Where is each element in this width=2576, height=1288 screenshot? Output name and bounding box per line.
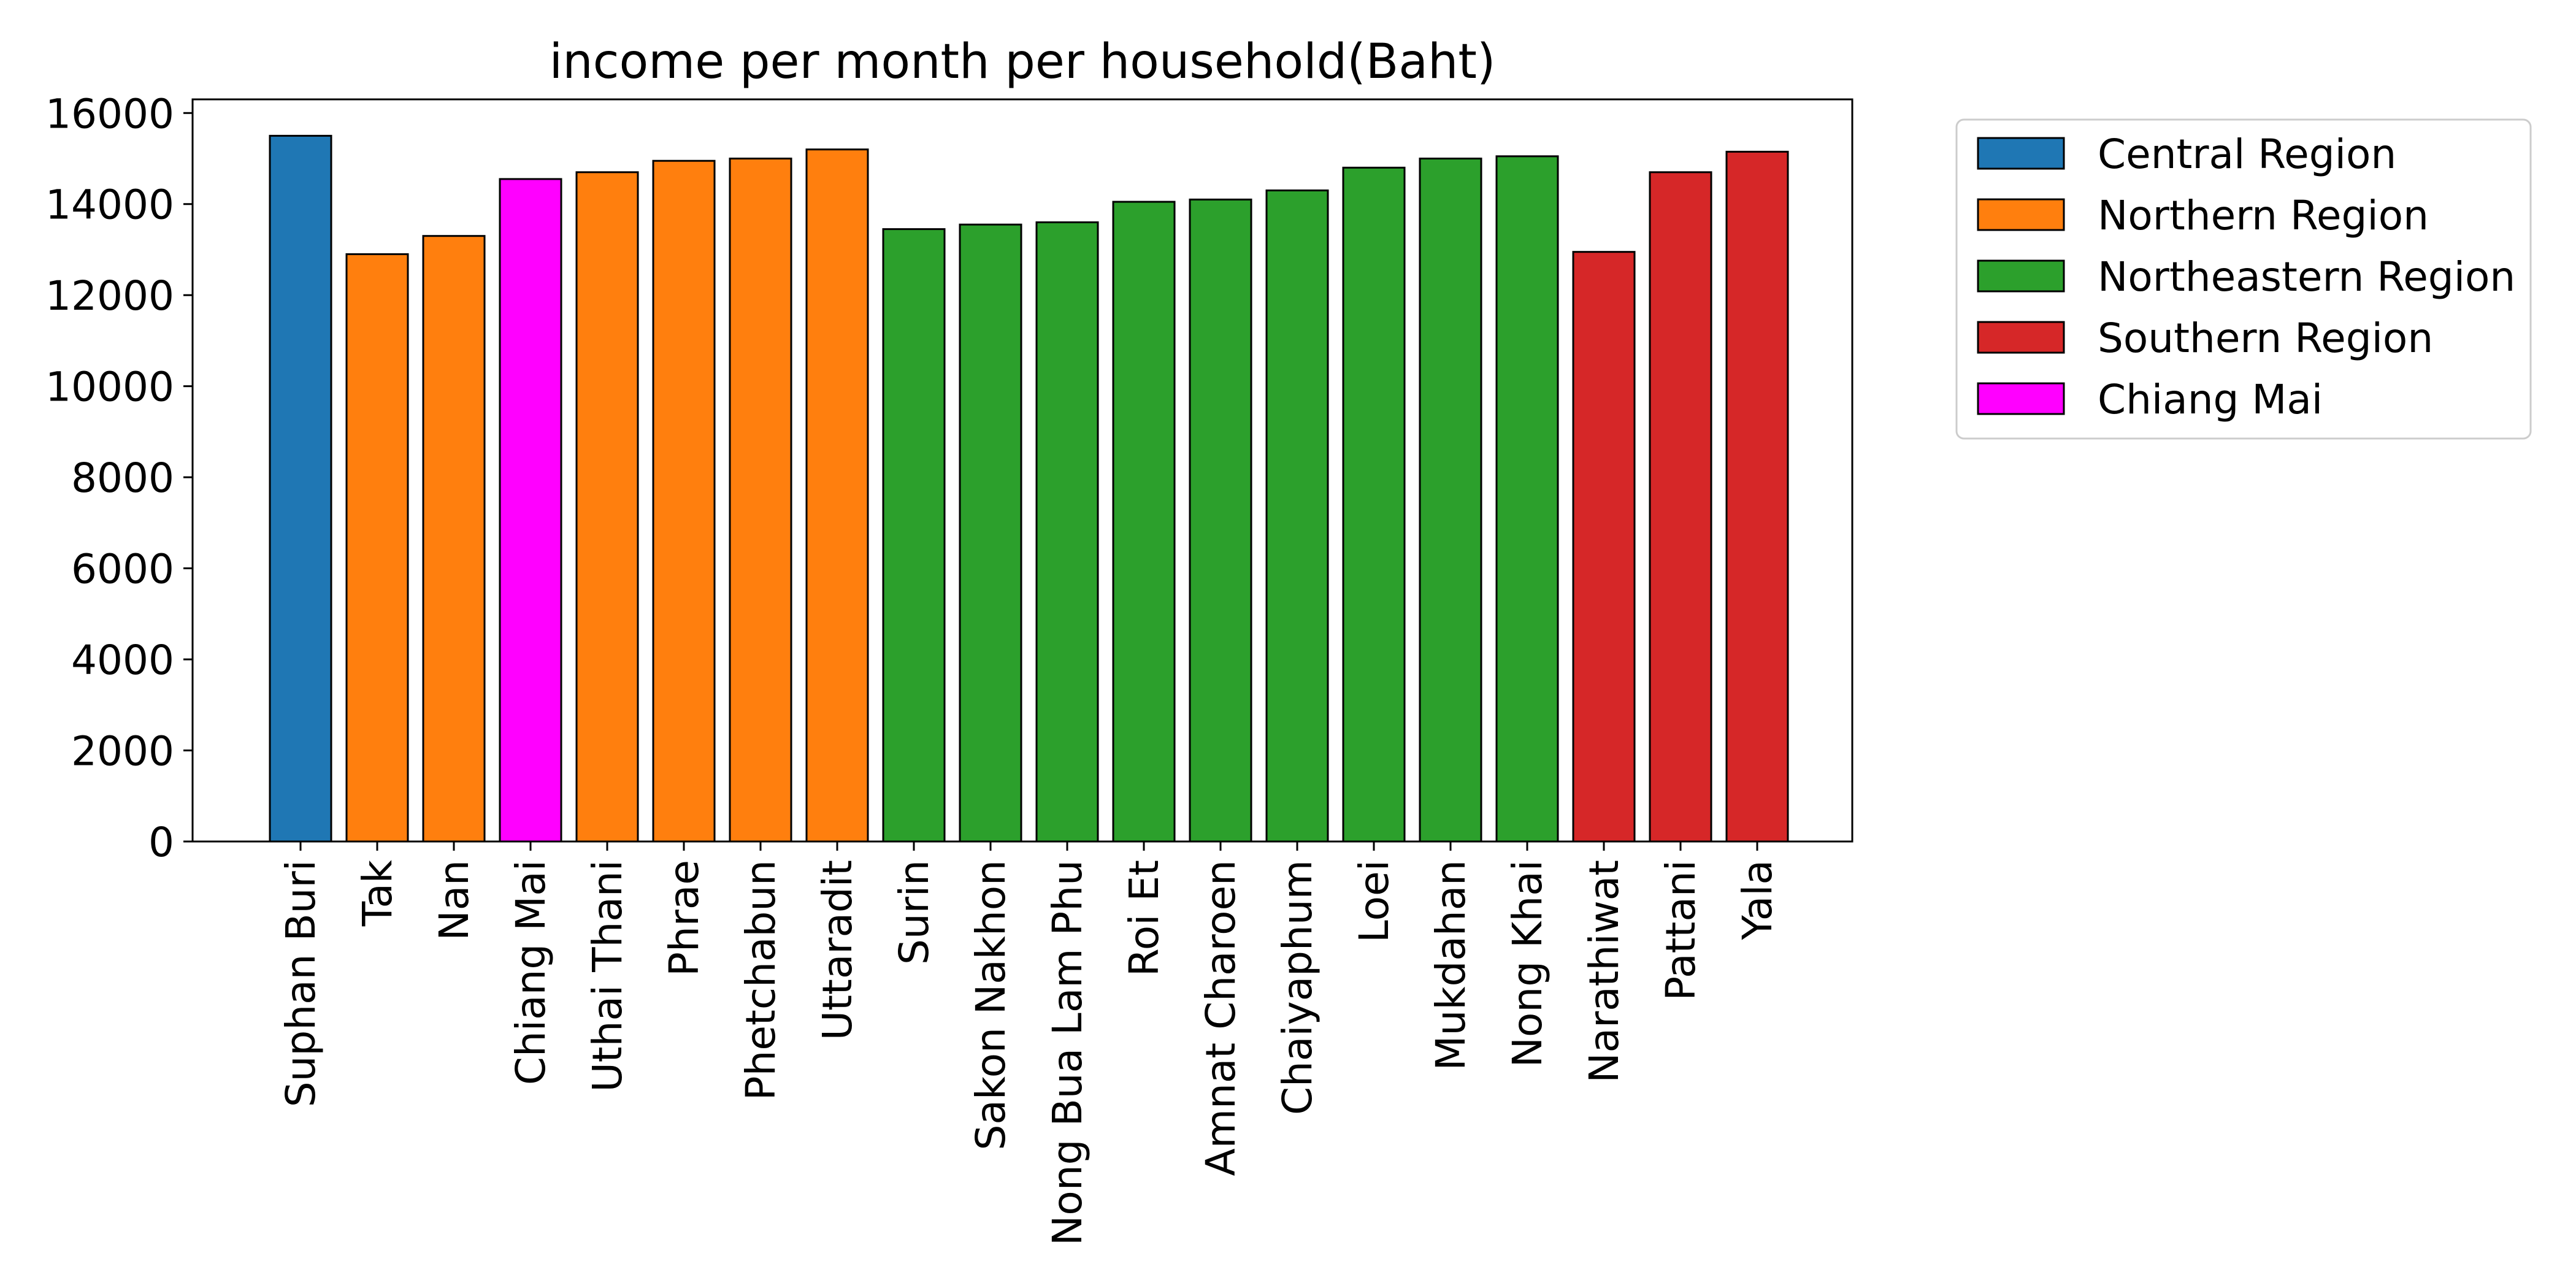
legend-label: Northeastern Region [2098, 253, 2515, 301]
y-axis: 0 2000 4000 6000 8000 10000 12000 14000 16000 [45, 90, 193, 866]
bar [959, 223, 1022, 843]
x-axis: Suphan Buri Tak Nan Chiang Mai Uthai Thani Ph… [277, 841, 1781, 1246]
bar [1189, 198, 1252, 843]
bar [652, 159, 716, 843]
x-tick-label: Narathiwat [1581, 860, 1628, 1083]
bar [1265, 189, 1329, 843]
y-tick-label: 12000 [45, 272, 174, 320]
bar [345, 253, 409, 843]
y-tick-label: 10000 [45, 364, 174, 411]
legend-swatch [1977, 321, 2065, 354]
y-tick-label: 16000 [45, 90, 174, 137]
bar [805, 148, 869, 843]
y-tick-label: 6000 [71, 546, 174, 593]
legend-swatch [1977, 382, 2065, 415]
bars [269, 134, 1789, 843]
x-tick-label: Sakon Nakhon [967, 860, 1014, 1150]
x-tick-label: Uthai Thani [584, 860, 631, 1092]
bar [1035, 221, 1099, 843]
bar [1342, 166, 1406, 843]
bar [269, 134, 332, 843]
bar [422, 235, 486, 843]
x-tick-label: Nan [431, 860, 478, 941]
legend-label: Southern Region [2098, 315, 2433, 362]
x-tick-label: Phetchabun [737, 860, 784, 1100]
bar [1572, 251, 1636, 843]
bar [729, 158, 792, 843]
legend-swatch [1977, 198, 2065, 231]
legend-label: Northern Region [2098, 192, 2429, 239]
x-tick-label: Suphan Buri [277, 860, 324, 1107]
legend-swatch [1977, 137, 2065, 170]
bar [882, 228, 946, 843]
chart-title: income per month per household(Baht) [550, 34, 1496, 90]
x-tick-label: Pattani [1657, 860, 1704, 1001]
x-tick-label: Phrae [661, 860, 708, 976]
bar [1419, 158, 1482, 843]
legend-label: Chiang Mai [2098, 376, 2323, 423]
x-tick-label: Tak [354, 859, 401, 927]
legend: Central Region Northern Region Northeaster… [1955, 118, 2532, 440]
y-tick-label: 2000 [71, 728, 174, 775]
x-tick-label: Yala [1734, 860, 1781, 940]
bar [1649, 171, 1712, 843]
bar [499, 178, 562, 843]
y-tick-label: 8000 [71, 454, 174, 502]
legend-label: Central Region [2098, 131, 2396, 178]
x-tick-label: Amnat Charoen [1197, 860, 1244, 1176]
x-tick-label: Mukdahan [1427, 860, 1474, 1070]
bar [1725, 150, 1789, 843]
x-tick-label: Chaiyaphum [1274, 860, 1321, 1115]
x-tick-label: Uttaradit [814, 860, 861, 1040]
x-tick-label: Loei [1351, 860, 1398, 943]
x-tick-label: Nong Khai [1504, 860, 1551, 1067]
y-tick-label: 0 [148, 819, 174, 866]
x-tick-label: Nong Bua Lam Phu [1044, 860, 1091, 1246]
plot-frame [191, 98, 1853, 843]
y-tick-label: 4000 [71, 637, 174, 684]
bar [575, 171, 639, 843]
y-tick-label: 14000 [45, 182, 174, 229]
legend-swatch [1977, 259, 2065, 293]
legend-frame [1955, 118, 2532, 440]
x-tick-label: Chiang Mai [507, 860, 554, 1085]
bar [1495, 155, 1559, 843]
x-tick-label: Surin [891, 860, 938, 965]
bar [1112, 201, 1176, 843]
x-tick-label: Roi Et [1121, 860, 1168, 976]
